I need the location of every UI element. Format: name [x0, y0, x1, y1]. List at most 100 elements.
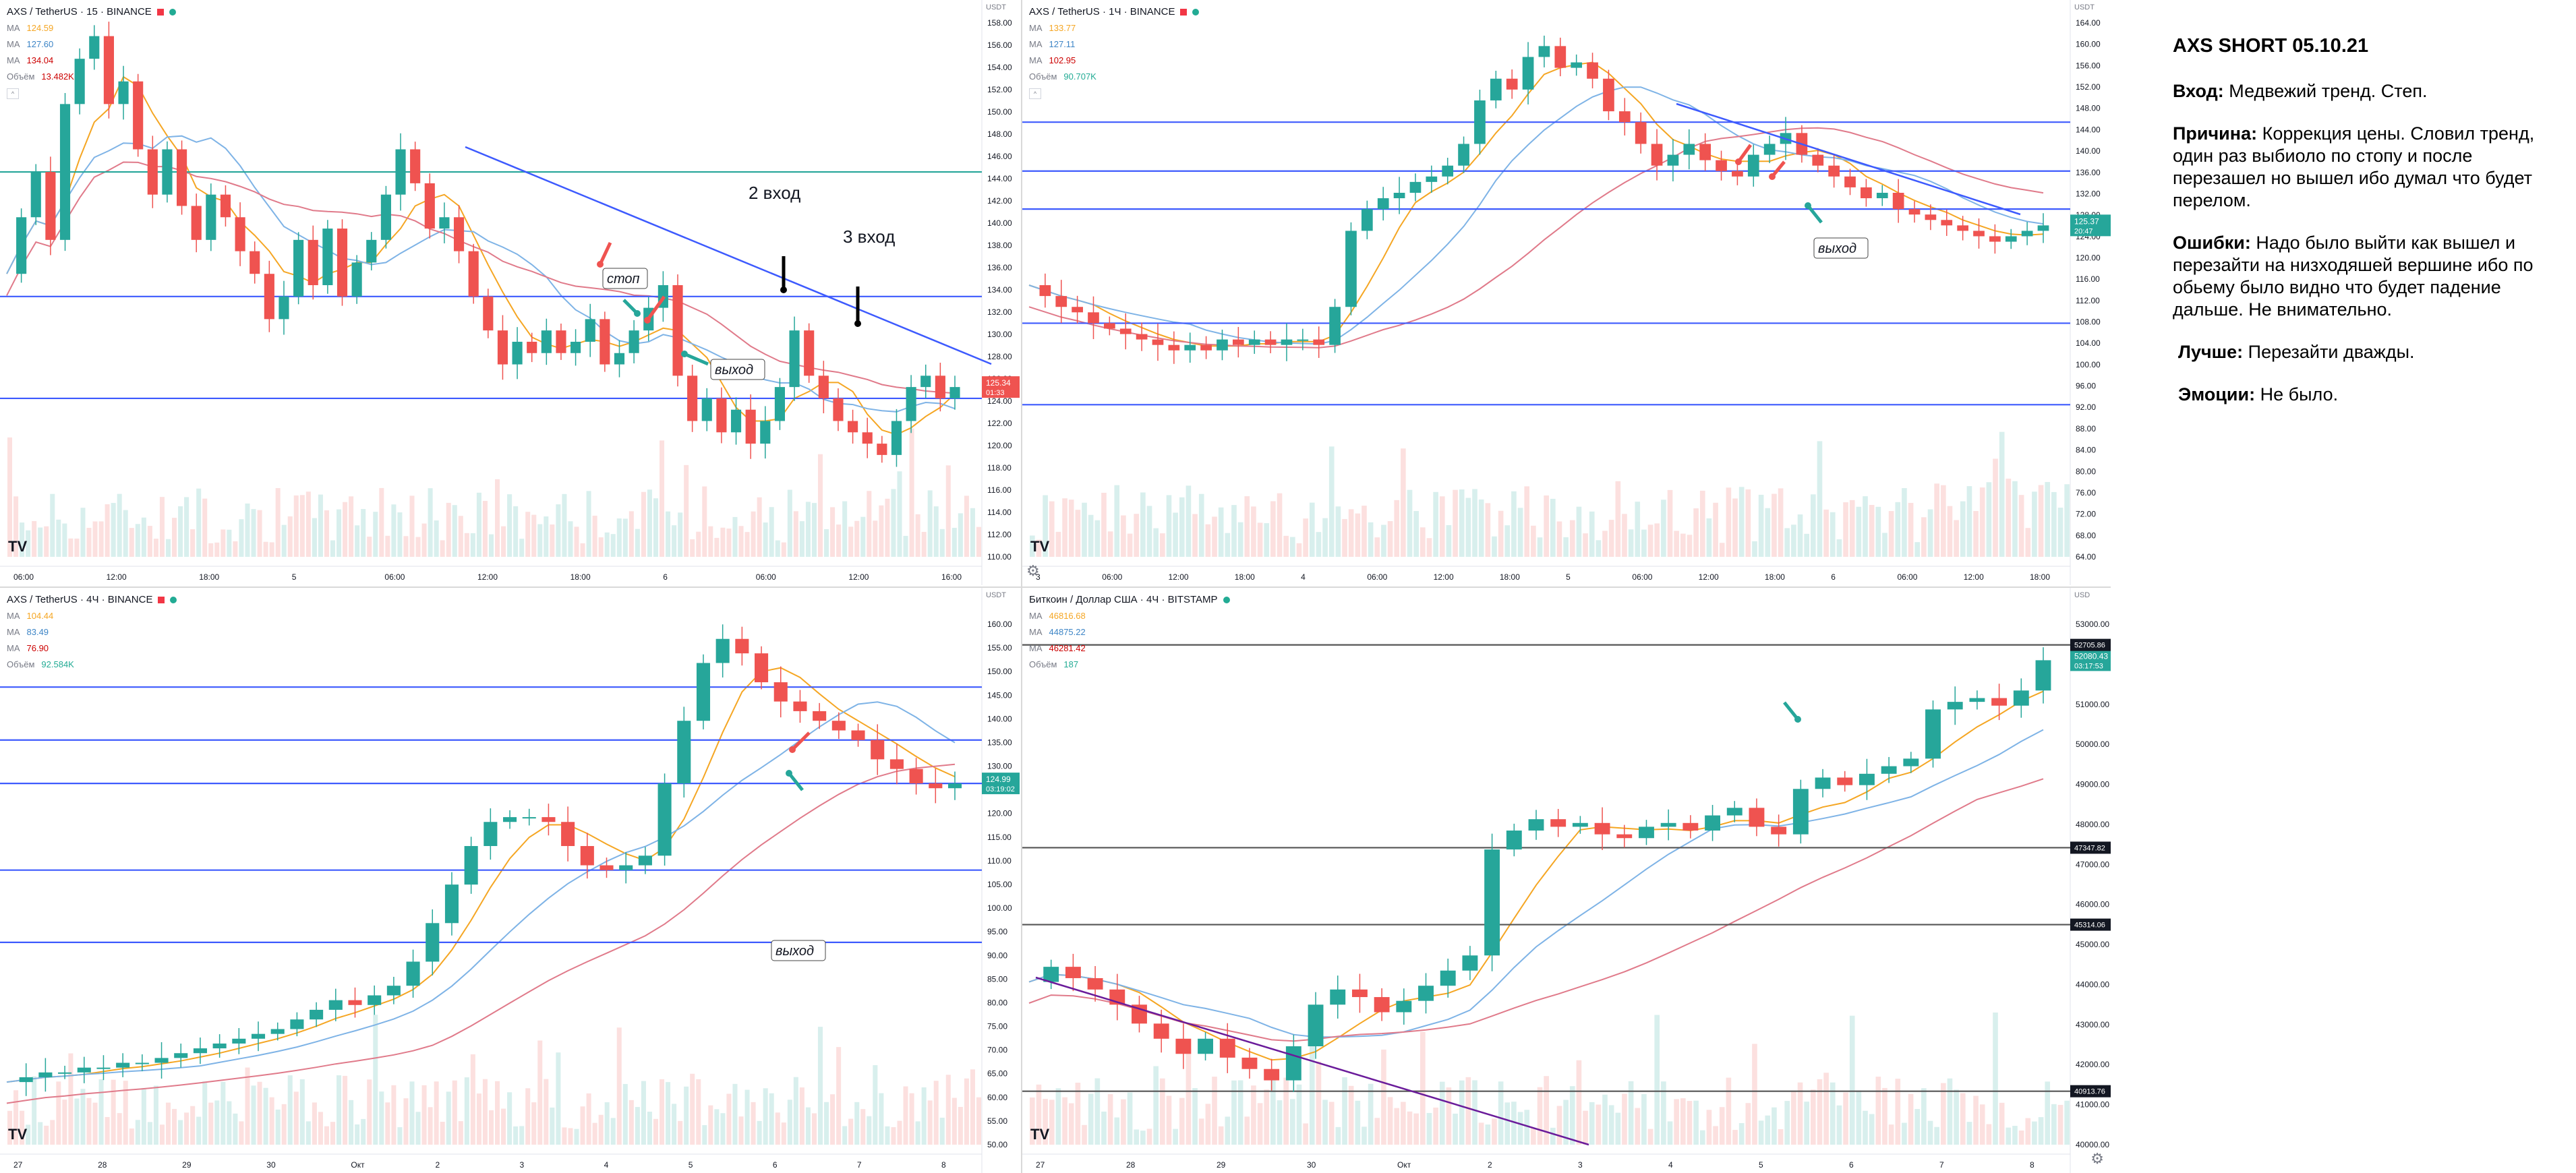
volume-bar: [519, 539, 525, 557]
y-tick-label: 100.00: [2076, 360, 2101, 369]
symbol-title[interactable]: AXS / TetherUS · 4Ч · BINANCE: [7, 594, 153, 605]
volume-bar: [68, 1053, 74, 1145]
symbol-title[interactable]: AXS / TetherUS · 1Ч · BINANCE: [1029, 6, 1175, 18]
candle-body: [1925, 214, 1937, 220]
candle-body: [59, 104, 71, 240]
volume-bar: [1960, 1093, 1966, 1145]
ma-row-1[interactable]: MA 104.44: [7, 608, 177, 624]
symbol-title[interactable]: AXS / TetherUS · 15 · BINANCE: [7, 6, 152, 18]
candle-body: [2021, 231, 2033, 237]
volume-bar: [1843, 1092, 1848, 1145]
settings-gear-icon[interactable]: ⚙: [2090, 1150, 2104, 1167]
ma-row-3[interactable]: MA 134.04: [7, 53, 176, 69]
ma-row-2[interactable]: MA 127.11: [1029, 36, 1199, 53]
better-label: Лучше:: [2178, 342, 2244, 362]
candle-body: [1903, 758, 1919, 766]
candle-body: [1603, 78, 1614, 112]
x-tick-label: 30: [1307, 1160, 1316, 1170]
chart-canvas[interactable]: USDT 164.00 160.00 156.00 152.00 148.00 144.00…: [1022, 0, 2111, 585]
ma-row-3[interactable]: MA 46281.42: [1029, 640, 1230, 657]
volume-bar: [933, 1081, 939, 1145]
volume-bar: [1453, 489, 1458, 557]
volume-bar: [1986, 482, 1992, 557]
volume-bar: [1758, 1120, 1764, 1145]
chart-canvas[interactable]: USDT 158.00 156.00 154.00 152.00 150.00 148.00…: [0, 0, 1020, 585]
volume-bar: [1439, 496, 1445, 557]
candle-body: [570, 341, 581, 353]
volume-bar: [1661, 500, 1666, 557]
ma-row-3[interactable]: MA 76.90: [7, 640, 177, 657]
symbol-title[interactable]: Биткоин / Доллар США · 4Ч · BITSTAMP: [1029, 594, 1218, 605]
volume-bar: [628, 1100, 634, 1145]
moving-average-line: [6, 763, 956, 1104]
annotation-arrow: [1736, 144, 1753, 163]
volume-bar: [349, 496, 354, 557]
candle-body: [1506, 831, 1522, 850]
volume-bar: [1335, 506, 1341, 557]
collapse-legend-button[interactable]: ^: [1029, 88, 1041, 99]
volume-bar: [1290, 1099, 1295, 1145]
chart-canvas[interactable]: USD53000.0052000.0051000.0050000.0049000…: [1022, 588, 2111, 1173]
volume-row[interactable]: Объём 90.707K: [1029, 69, 1199, 85]
ma-row-2[interactable]: MA 83.49: [7, 624, 177, 640]
candle-body: [96, 1067, 111, 1069]
chart-panel-axs-4h[interactable]: AXS / TetherUS · 4Ч · BINANCE MA 104.44 M…: [0, 588, 1020, 1173]
volume-bar: [1856, 506, 1862, 557]
volume-bar: [32, 1076, 37, 1145]
chart-canvas[interactable]: USDT 160.00 155.00 150.00 145.00 140.00 135.00…: [0, 588, 1020, 1173]
volume-bar: [1270, 501, 1276, 557]
ma-row-1[interactable]: MA 124.59: [7, 20, 176, 36]
panel-divider-horizontal[interactable]: [0, 586, 2111, 588]
volume-bar: [1641, 1093, 1647, 1145]
volume-bar: [836, 524, 842, 557]
collapse-legend-button[interactable]: ^: [7, 88, 19, 99]
candle-body: [1377, 198, 1389, 210]
volume-bar: [1849, 1015, 1855, 1145]
y-tick-label: 140.00: [987, 218, 1012, 228]
ma-row-1[interactable]: MA 46816.68: [1029, 608, 1230, 624]
ma-row-3[interactable]: MA 102.95: [1029, 53, 1199, 69]
ma-value: 46816.68: [1049, 611, 1086, 621]
volume-bar: [1049, 1100, 1055, 1145]
candle-body: [628, 330, 639, 353]
volume-bar: [1394, 1108, 1400, 1145]
volume-bar: [1732, 498, 1738, 557]
y-tick-label: 152.00: [2076, 82, 2101, 92]
chart-panel-axs-15m[interactable]: AXS / TetherUS · 15 · BINANCE MA 124.59 M…: [0, 0, 1020, 585]
volume-row[interactable]: Объём 13.482K: [7, 69, 176, 85]
volume-bar: [355, 1124, 360, 1145]
volume-bar: [214, 542, 220, 557]
volume-bar: [1556, 1106, 1562, 1145]
volume-bar: [666, 1082, 671, 1145]
candle-body: [45, 172, 56, 240]
y-tick-label: 64.00: [2076, 552, 2096, 562]
y-tick-label: 155.00: [987, 643, 1012, 653]
chart-panel-btc-4h[interactable]: Биткоин / Доллар США · 4Ч · BITSTAMP MA 4…: [1022, 588, 2111, 1173]
volume-bar: [830, 1094, 836, 1145]
volume-bar: [507, 494, 513, 557]
chart-panel-axs-1h[interactable]: AXS / TetherUS · 1Ч · BINANCE MA 133.77 M…: [1022, 0, 2111, 585]
candle-body: [527, 341, 537, 353]
volume-bar: [1661, 1081, 1666, 1145]
ma-row-1[interactable]: MA 133.77: [1029, 20, 1199, 36]
volume-bar: [361, 509, 366, 557]
settings-gear-icon[interactable]: ⚙: [1026, 562, 1040, 579]
volume-bar: [50, 1120, 55, 1145]
ma-row-2[interactable]: MA 127.60: [7, 36, 176, 53]
ma-row-2[interactable]: MA 44875.22: [1029, 624, 1230, 640]
annotation-arrowhead: [634, 310, 641, 317]
volume-bar: [1738, 1122, 1745, 1145]
volume-bar: [1778, 488, 1784, 557]
volume-row[interactable]: Объём 187: [1029, 657, 1230, 673]
currency-label: USDT: [2074, 3, 2095, 11]
candle-body: [1241, 1057, 1258, 1069]
volume-row[interactable]: Объём 92.584K: [7, 657, 177, 673]
x-tick-label: 06:00: [756, 572, 776, 582]
volume-bar: [1869, 505, 1875, 557]
candle-body: [833, 398, 844, 421]
candle-body: [1462, 955, 1478, 971]
volume-bar: [7, 1110, 13, 1145]
candle-body: [638, 855, 652, 866]
volume-bar: [598, 537, 604, 557]
volume-bar: [1797, 1082, 1803, 1145]
